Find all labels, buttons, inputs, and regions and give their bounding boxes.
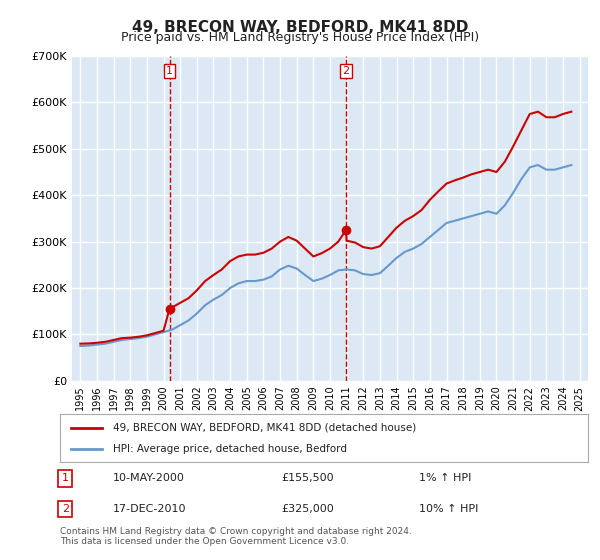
Text: Price paid vs. HM Land Registry's House Price Index (HPI): Price paid vs. HM Land Registry's House … [121, 31, 479, 44]
Text: HPI: Average price, detached house, Bedford: HPI: Average price, detached house, Bedf… [113, 444, 347, 454]
Text: Contains HM Land Registry data © Crown copyright and database right 2024.
This d: Contains HM Land Registry data © Crown c… [60, 526, 412, 546]
Text: 10-MAY-2000: 10-MAY-2000 [113, 473, 185, 483]
Text: 10% ↑ HPI: 10% ↑ HPI [419, 504, 478, 514]
Text: 49, BRECON WAY, BEDFORD, MK41 8DD: 49, BRECON WAY, BEDFORD, MK41 8DD [132, 20, 468, 35]
Text: 1: 1 [62, 473, 69, 483]
Text: £155,500: £155,500 [282, 473, 334, 483]
Text: 49, BRECON WAY, BEDFORD, MK41 8DD (detached house): 49, BRECON WAY, BEDFORD, MK41 8DD (detac… [113, 423, 416, 433]
Text: £325,000: £325,000 [282, 504, 335, 514]
Text: 17-DEC-2010: 17-DEC-2010 [113, 504, 187, 514]
Text: 2: 2 [343, 66, 350, 76]
Text: 1% ↑ HPI: 1% ↑ HPI [419, 473, 472, 483]
Text: 2: 2 [62, 504, 69, 514]
Text: 1: 1 [166, 66, 173, 76]
